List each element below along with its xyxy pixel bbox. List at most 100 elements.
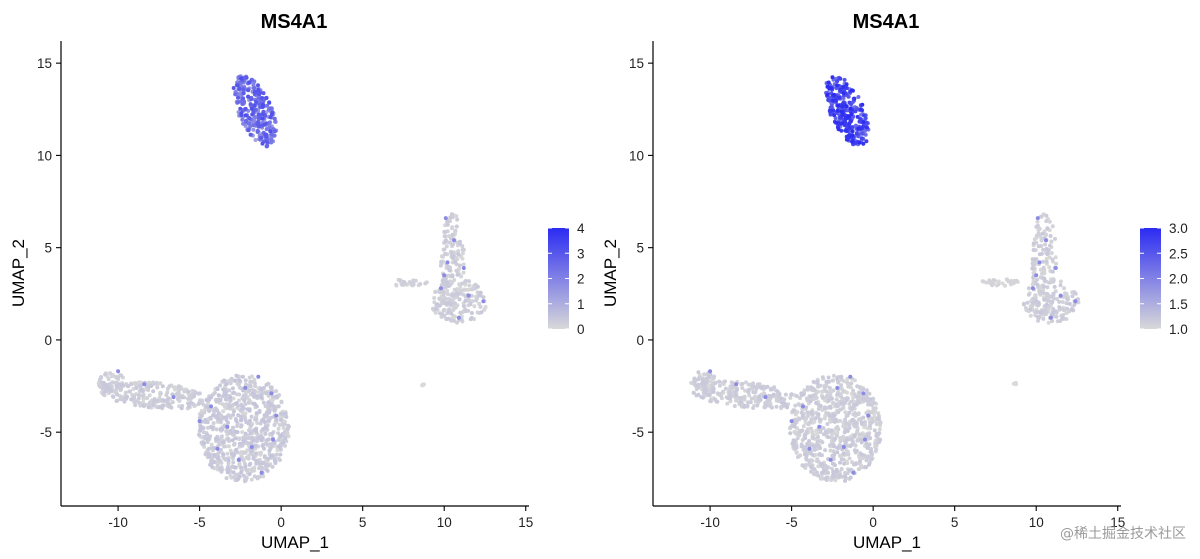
cell-point bbox=[269, 402, 274, 407]
cell-point bbox=[266, 456, 271, 461]
cell-point bbox=[205, 437, 210, 442]
cell-point bbox=[286, 423, 291, 428]
cell-point bbox=[839, 467, 844, 471]
cell-point bbox=[192, 394, 197, 399]
cell-point bbox=[707, 375, 712, 380]
cell-point bbox=[445, 280, 450, 285]
cell-point-expressing bbox=[236, 457, 241, 462]
cell-point-expressing bbox=[1053, 266, 1058, 270]
cell-point bbox=[1053, 255, 1058, 260]
cell-point bbox=[836, 127, 841, 132]
cell-point bbox=[239, 418, 244, 423]
cell-point bbox=[717, 383, 722, 388]
cell-point bbox=[869, 402, 874, 407]
cell-point bbox=[1041, 259, 1046, 264]
cell-point bbox=[261, 427, 266, 431]
cell-point bbox=[247, 375, 252, 380]
cell-point bbox=[261, 91, 266, 96]
cell-point-expressing bbox=[1035, 216, 1040, 221]
cell-point bbox=[859, 126, 864, 131]
cell-point bbox=[251, 438, 256, 443]
x-ticks: -10 -5 0 5 10 15 bbox=[700, 506, 1125, 530]
cell-point bbox=[216, 411, 221, 416]
cell-point bbox=[793, 421, 798, 426]
cell-point bbox=[233, 378, 238, 383]
cell-point bbox=[839, 401, 844, 406]
cell-point bbox=[147, 393, 152, 398]
cell-point bbox=[478, 304, 483, 309]
cell-point bbox=[864, 120, 869, 125]
cell-point bbox=[848, 106, 853, 111]
cell-point bbox=[441, 299, 446, 304]
cell-point bbox=[263, 404, 268, 409]
cell-point bbox=[872, 428, 877, 433]
cell-point bbox=[221, 440, 226, 445]
cell-point bbox=[843, 478, 847, 483]
cell-point bbox=[835, 450, 840, 455]
cell-point bbox=[1049, 312, 1054, 317]
cell-point bbox=[222, 387, 227, 392]
cell-point bbox=[452, 301, 457, 306]
cell-point bbox=[1051, 279, 1056, 284]
cell-point bbox=[460, 247, 465, 252]
cell-point bbox=[1049, 251, 1054, 256]
cell-point bbox=[259, 418, 264, 423]
cell-point bbox=[865, 434, 869, 439]
cell-point bbox=[833, 116, 838, 121]
cell-point bbox=[877, 417, 881, 422]
cell-point bbox=[821, 426, 826, 431]
cell-point bbox=[421, 382, 426, 387]
cell-point bbox=[452, 318, 457, 323]
cell-point bbox=[132, 394, 137, 398]
cell-point bbox=[804, 456, 809, 461]
cell-point bbox=[247, 408, 252, 413]
cell-point bbox=[106, 377, 111, 381]
cell-point bbox=[445, 288, 450, 293]
cell-point bbox=[433, 307, 438, 311]
cell-point bbox=[283, 429, 288, 434]
cell-point bbox=[228, 398, 233, 403]
cell-point bbox=[841, 85, 846, 90]
cell-point bbox=[247, 388, 252, 393]
cell-point bbox=[1044, 219, 1049, 224]
cell-point bbox=[828, 405, 833, 410]
cell-point bbox=[252, 86, 257, 91]
cell-point bbox=[450, 225, 455, 230]
cell-point-expressing bbox=[817, 424, 822, 429]
cell-point bbox=[1058, 279, 1063, 284]
cell-point bbox=[839, 374, 844, 379]
cell-point bbox=[805, 410, 810, 415]
cell-point bbox=[846, 114, 851, 119]
cell-point bbox=[789, 424, 794, 429]
cell-point bbox=[1026, 286, 1031, 291]
cell-point bbox=[249, 77, 254, 82]
cell-point bbox=[232, 390, 236, 395]
cell-point bbox=[861, 141, 866, 146]
cell-point bbox=[830, 400, 835, 405]
cell-point bbox=[268, 115, 273, 120]
cell-point bbox=[211, 413, 216, 418]
cell-point bbox=[856, 467, 861, 472]
cell-point bbox=[252, 377, 257, 382]
cell-point bbox=[828, 111, 833, 116]
cell-point bbox=[742, 395, 747, 400]
cell-point bbox=[261, 400, 266, 405]
cell-point bbox=[838, 460, 842, 465]
cell-point bbox=[252, 381, 257, 386]
cell-point bbox=[269, 138, 274, 143]
cell-point bbox=[859, 440, 864, 445]
cell-point bbox=[752, 396, 757, 401]
cell-point bbox=[847, 456, 852, 461]
cell-point bbox=[1064, 301, 1069, 306]
cell-point bbox=[846, 452, 851, 457]
cell-point bbox=[194, 390, 198, 395]
cell-point bbox=[818, 403, 823, 408]
cell-point bbox=[157, 396, 162, 401]
cell-point bbox=[248, 383, 253, 388]
cell-point bbox=[834, 402, 839, 407]
cell-point bbox=[807, 439, 812, 443]
cell-point bbox=[102, 383, 107, 388]
cell-point bbox=[1044, 259, 1049, 264]
cell-point bbox=[266, 418, 271, 423]
cell-point bbox=[810, 452, 815, 457]
